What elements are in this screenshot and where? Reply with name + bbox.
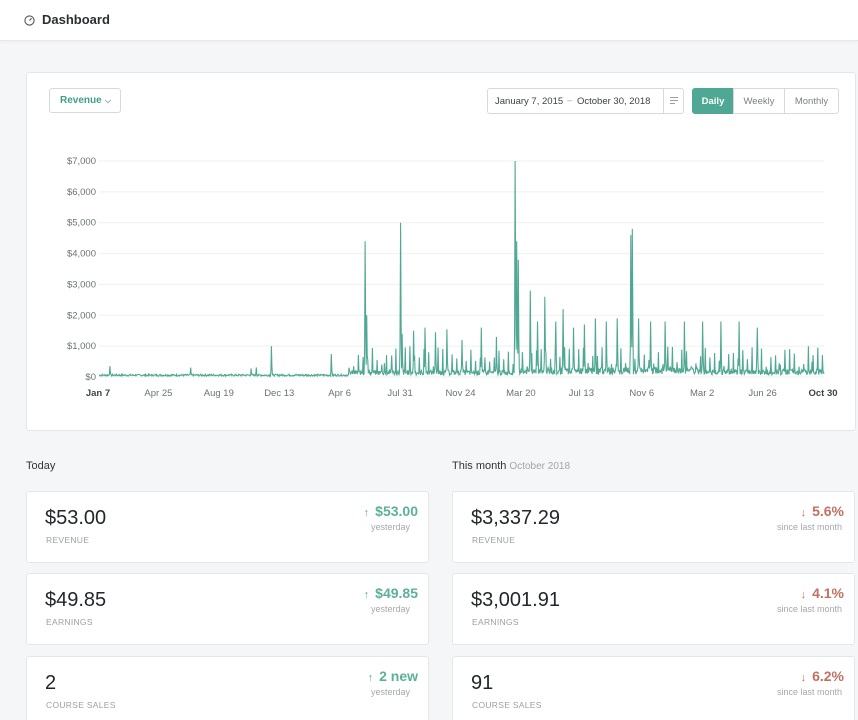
arrow-up-icon: ↑	[367, 672, 374, 684]
stat-change: ↓ 6.2%	[801, 668, 844, 684]
x-tick-label: Jul 13	[569, 388, 594, 399]
x-tick-label: Apr 25	[144, 388, 172, 399]
date-start[interactable]: January 7, 2015	[495, 96, 564, 107]
stat-value: $53.00	[45, 507, 107, 529]
x-tick-label: Jul 31	[387, 388, 412, 399]
arrow-down-icon: ↓	[800, 507, 807, 519]
stat-caption: EARNINGS	[472, 617, 519, 627]
stat-value: 91	[471, 672, 494, 694]
stat-caption: EARNINGS	[46, 617, 93, 627]
stat-change-value: 5.6%	[812, 503, 844, 519]
y-tick-label: $7,000	[67, 156, 96, 167]
today-stat-card: $53.00 REVENUE ↑ $53.00 yesterday	[26, 491, 429, 563]
date-range-picker[interactable]: January 7, 2015 – October 30, 2018	[487, 88, 684, 114]
today-heading: Today	[26, 460, 55, 472]
y-tick-label: $5,000	[67, 218, 96, 229]
arrow-down-icon: ↓	[800, 589, 807, 601]
y-tick-label: $0	[85, 372, 96, 383]
month-stat-card: 91 COURSE SALES ↓ 6.2% since last month	[452, 656, 855, 720]
today-label: Today	[26, 460, 56, 472]
top-bar: Dashboard	[0, 0, 858, 41]
stat-value: $3,337.29	[471, 507, 560, 529]
month-stat-card: $3,337.29 REVENUE ↓ 5.6% since last month	[452, 491, 855, 563]
x-tick-label: Mar 20	[506, 388, 536, 399]
revenue-series-line	[98, 160, 825, 378]
stat-note: since last month	[776, 522, 842, 532]
x-tick-label: Nov 24	[445, 388, 475, 399]
stat-change: ↑ $53.00	[364, 503, 418, 519]
gauge-icon	[24, 15, 35, 26]
month-label: This month	[452, 460, 507, 472]
y-tick-label: $2,000	[67, 310, 96, 321]
x-tick-label: Aug 19	[204, 388, 234, 399]
arrow-up-icon: ↑	[363, 589, 370, 601]
x-tick-label: Jun 26	[748, 388, 777, 399]
x-tick-label: Mar 2	[690, 388, 714, 399]
x-tick-label: Jan 7	[86, 388, 110, 399]
today-stat-card: 2 COURSE SALES ↑ 2 new yesterday	[26, 656, 429, 720]
list-icon[interactable]	[663, 89, 683, 113]
stat-value: $49.85	[45, 589, 107, 611]
stat-change: ↓ 4.1%	[801, 585, 844, 601]
stat-change-value: $49.85	[375, 585, 418, 601]
stat-note: yesterday	[370, 687, 410, 697]
stat-note: yesterday	[370, 604, 410, 614]
y-tick-label: $4,000	[67, 249, 96, 260]
month-sublabel: October 2018	[509, 461, 571, 472]
stat-change-value: 2 new	[379, 668, 418, 684]
revenue-chart: $0 $1,000 $2,000 $3,000 $4,000 $5,000 $6,000 $7…	[67, 156, 838, 399]
stat-caption: REVENUE	[472, 535, 516, 545]
tab-daily[interactable]: Daily	[692, 88, 734, 114]
chevron-down-icon: ⌵	[104, 96, 111, 105]
stat-change-value: 4.1%	[812, 585, 844, 601]
metric-dropdown-label: Revenue	[60, 95, 102, 106]
y-tick-label: $6,000	[67, 187, 96, 198]
date-end[interactable]: October 30, 2018	[577, 96, 651, 107]
x-tick-label: Dec 13	[264, 388, 294, 399]
x-tick-label: Nov 6	[629, 388, 654, 399]
month-stat-card: $3,001.91 EARNINGS ↓ 4.1% since last month	[452, 573, 855, 645]
x-tick-label: Oct 30	[808, 388, 837, 399]
stat-note: since last month	[776, 687, 842, 697]
stat-change-value: $53.00	[375, 503, 418, 519]
stat-caption: REVENUE	[46, 535, 90, 545]
x-tick-label: Apr 6	[328, 388, 351, 399]
stat-value: $3,001.91	[471, 589, 560, 611]
stat-change: ↑ 2 new	[368, 668, 418, 684]
metric-dropdown[interactable]: Revenue ⌵	[49, 88, 121, 113]
y-tick-label: $3,000	[67, 279, 96, 290]
stat-note: since last month	[776, 604, 842, 614]
stat-change-value: 6.2%	[812, 668, 844, 684]
stat-caption: COURSE SALES	[472, 700, 542, 710]
stat-change: ↑ $49.85	[364, 585, 418, 601]
stat-caption: COURSE SALES	[46, 700, 116, 710]
tab-weekly[interactable]: Weekly	[733, 88, 785, 114]
y-tick-label: $1,000	[67, 341, 96, 352]
tab-monthly[interactable]: Monthly	[784, 88, 839, 114]
page-title: Dashboard	[42, 12, 110, 27]
arrow-up-icon: ↑	[363, 507, 370, 519]
stat-value: 2	[45, 672, 57, 694]
today-stat-card: $49.85 EARNINGS ↑ $49.85 yesterday	[26, 573, 429, 645]
stat-note: yesterday	[370, 522, 410, 532]
stat-change: ↓ 5.6%	[801, 503, 844, 519]
arrow-down-icon: ↓	[800, 672, 807, 684]
month-heading: This month October 2018	[452, 460, 570, 472]
date-separator: –	[567, 95, 573, 106]
